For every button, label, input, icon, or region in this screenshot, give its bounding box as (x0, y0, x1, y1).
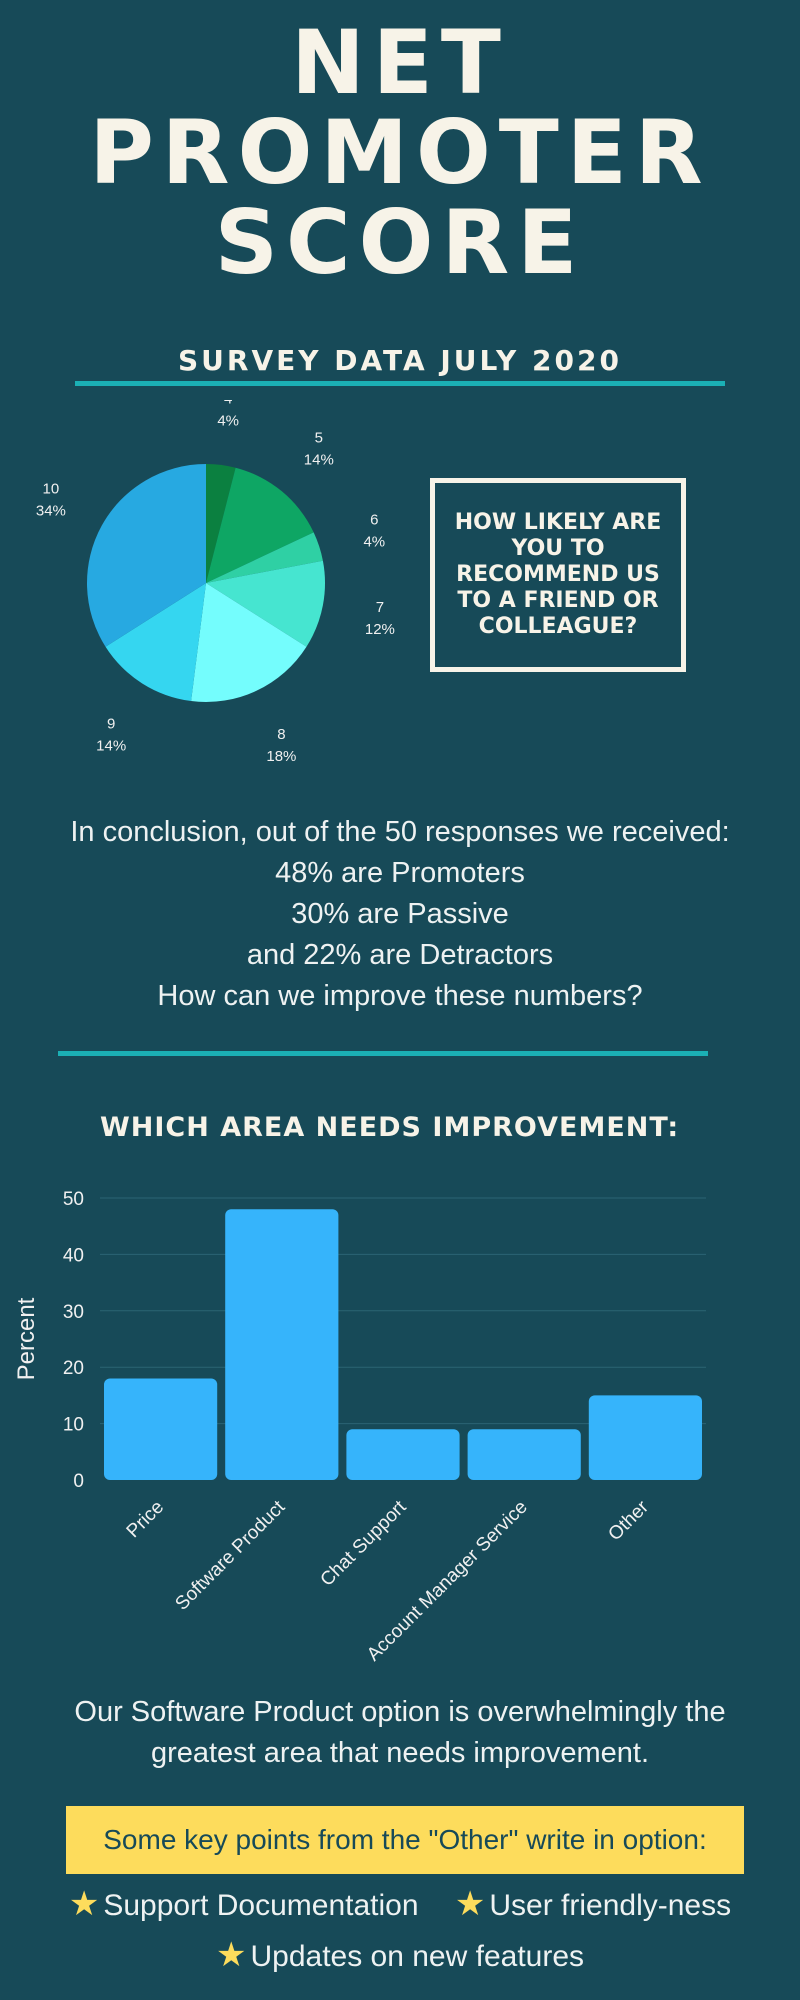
pie-label-category: 9 (107, 715, 115, 732)
pie-slice-8 (191, 583, 307, 702)
bar-price (104, 1378, 218, 1480)
note-text: Some key points from the "Other" write i… (103, 1824, 707, 1855)
key-points-row: ★ Support Documentation ★ User friendly-ne… (0, 1884, 800, 1924)
star-icon: ★ (215, 1936, 247, 1974)
divider-rule (58, 1051, 708, 1056)
pie-slice-9 (105, 583, 206, 702)
pie-slice-4 (206, 464, 236, 583)
pie-label-percent: 4% (363, 533, 385, 550)
conclusion-block: In conclusion, out of the 50 responses w… (40, 812, 760, 1017)
pie-label-category: 10 (43, 481, 60, 498)
conclusion-line: 48% are Promoters (275, 857, 525, 889)
pie-slice-5 (206, 467, 314, 583)
y-axis-label: Percent (13, 1297, 40, 1380)
star-icon: ★ (454, 1885, 486, 1923)
question-text: HOW LIKELY ARE YOU TO RECOMMEND US TO A … (454, 510, 662, 639)
x-tick-label: Price (123, 1497, 168, 1542)
key-point-label: User friendly-ness (489, 1889, 732, 1922)
y-tick-label: 20 (63, 1358, 84, 1379)
pie-label-percent: 34% (36, 503, 66, 520)
conclusion-line: In conclusion, out of the 50 responses w… (70, 816, 730, 848)
improvement-title: WHICH AREA NEEDS IMPROVEMENT: (100, 1112, 680, 1143)
title-line: NET (291, 11, 509, 114)
other-note-banner: Some key points from the "Other" write i… (66, 1806, 744, 1874)
star-icon: ★ (68, 1885, 100, 1923)
pie-slice-7 (206, 560, 325, 647)
pie-label-category: 7 (376, 599, 384, 616)
x-tick-label: Software Product (171, 1496, 289, 1614)
pie-label-category: 6 (370, 511, 378, 528)
page-title: NET PROMOTER SCORE (0, 18, 800, 288)
pie-label-percent: 14% (304, 452, 334, 469)
improvement-bar-chart: 0 10 20 30 40 50 Percent Price Software Product C… (13, 1189, 706, 1665)
x-tick-label: Other (604, 1496, 653, 1545)
nps-pie-chart: 4 4% 5 14% 6 4% 7 12% 8 18% 9 14% 10 34% (36, 400, 395, 765)
key-point: ★ User friendly-ness (455, 1884, 731, 1924)
pie-slice-10 (86, 464, 206, 647)
pie-label-percent: 18% (266, 748, 296, 765)
survey-subtitle: SURVEY DATA JULY 2020 (178, 344, 622, 377)
conclusion-line: and 22% are Detractors (246, 939, 554, 971)
key-point-label: Updates on new features (250, 1940, 585, 1973)
title-line: SCORE (214, 191, 586, 294)
conclusion-line: 30% are Passive (291, 898, 509, 930)
pie-label-category: 8 (277, 726, 285, 743)
pie-slice-6 (206, 532, 323, 583)
y-tick-label: 40 (63, 1245, 84, 1266)
y-tick-label: 10 (63, 1415, 84, 1436)
bar-other (588, 1395, 702, 1480)
bar-chat-support (346, 1429, 460, 1480)
y-tick-label: 0 (73, 1471, 84, 1492)
y-tick-label: 30 (63, 1302, 84, 1323)
y-tick-label: 50 (63, 1189, 84, 1210)
x-tick-label: Chat Support (317, 1496, 412, 1591)
pie-label-percent: 14% (96, 737, 126, 754)
key-point-label: Support Documentation (103, 1889, 419, 1922)
conclusion-line: How can we improve these numbers? (157, 980, 643, 1012)
title-line: PROMOTER (89, 101, 711, 204)
pie-label-percent: 4% (217, 412, 239, 429)
question-box: HOW LIKELY ARE YOU TO RECOMMEND US TO A … (430, 478, 686, 672)
pie-label-percent: 12% (365, 621, 395, 638)
pie-label-category: 5 (315, 430, 323, 447)
key-point: ★ Support Documentation (69, 1884, 419, 1924)
bar-software-product (225, 1209, 339, 1480)
bar-account-manager-service (467, 1429, 581, 1480)
summary-text: Our Software Product option is overwhelm… (74, 1696, 726, 1769)
divider-rule (75, 381, 725, 386)
key-points-row: ★ Updates on new features (0, 1935, 800, 1975)
key-point: ★ Updates on new features (216, 1935, 584, 1975)
pie-label-category: 4 (224, 400, 232, 407)
